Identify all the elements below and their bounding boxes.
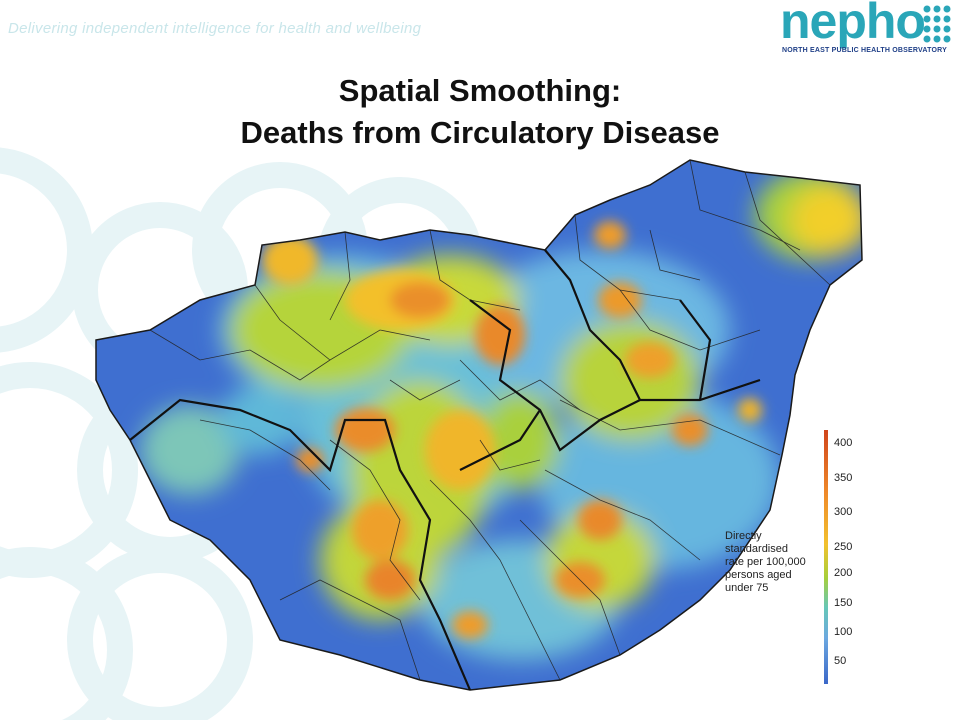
legend-color-bar: [824, 430, 828, 684]
title-line-1: Spatial Smoothing:: [338, 73, 622, 108]
legend-tick: 150: [834, 597, 853, 609]
logo-subtitle-left: NORTH EAST: [782, 47, 830, 54]
logo-subtitle-right: PUBLIC HEALTH OBSERVATORY: [831, 47, 947, 54]
title-line-2: Deaths from Circulatory Disease: [240, 115, 720, 150]
legend-tick: 100: [834, 626, 853, 638]
logo-dots-icon: [923, 5, 951, 43]
nepho-logo: nepho NORTH EAST PUBLIC HEALTH OBSERVATO…: [780, 0, 956, 60]
legend-tick: 350: [834, 472, 853, 484]
legend-tick: 50: [834, 655, 847, 667]
logo-wordmark: nepho: [780, 0, 926, 49]
tagline: Delivering independent intelligence for …: [8, 20, 422, 37]
legend-tick: 250: [834, 541, 853, 553]
legend-tick: 300: [834, 506, 853, 518]
legend-tick: 200: [834, 567, 853, 579]
legend-description: Directly standardised rate per 100,000 p…: [725, 530, 806, 594]
page-title: Spatial Smoothing: Deaths from Circulato…: [0, 70, 960, 154]
legend-tick: 400: [834, 437, 853, 449]
logo-subtitle: NORTH EAST PUBLIC HEALTH OBSERVATORY: [782, 47, 947, 54]
